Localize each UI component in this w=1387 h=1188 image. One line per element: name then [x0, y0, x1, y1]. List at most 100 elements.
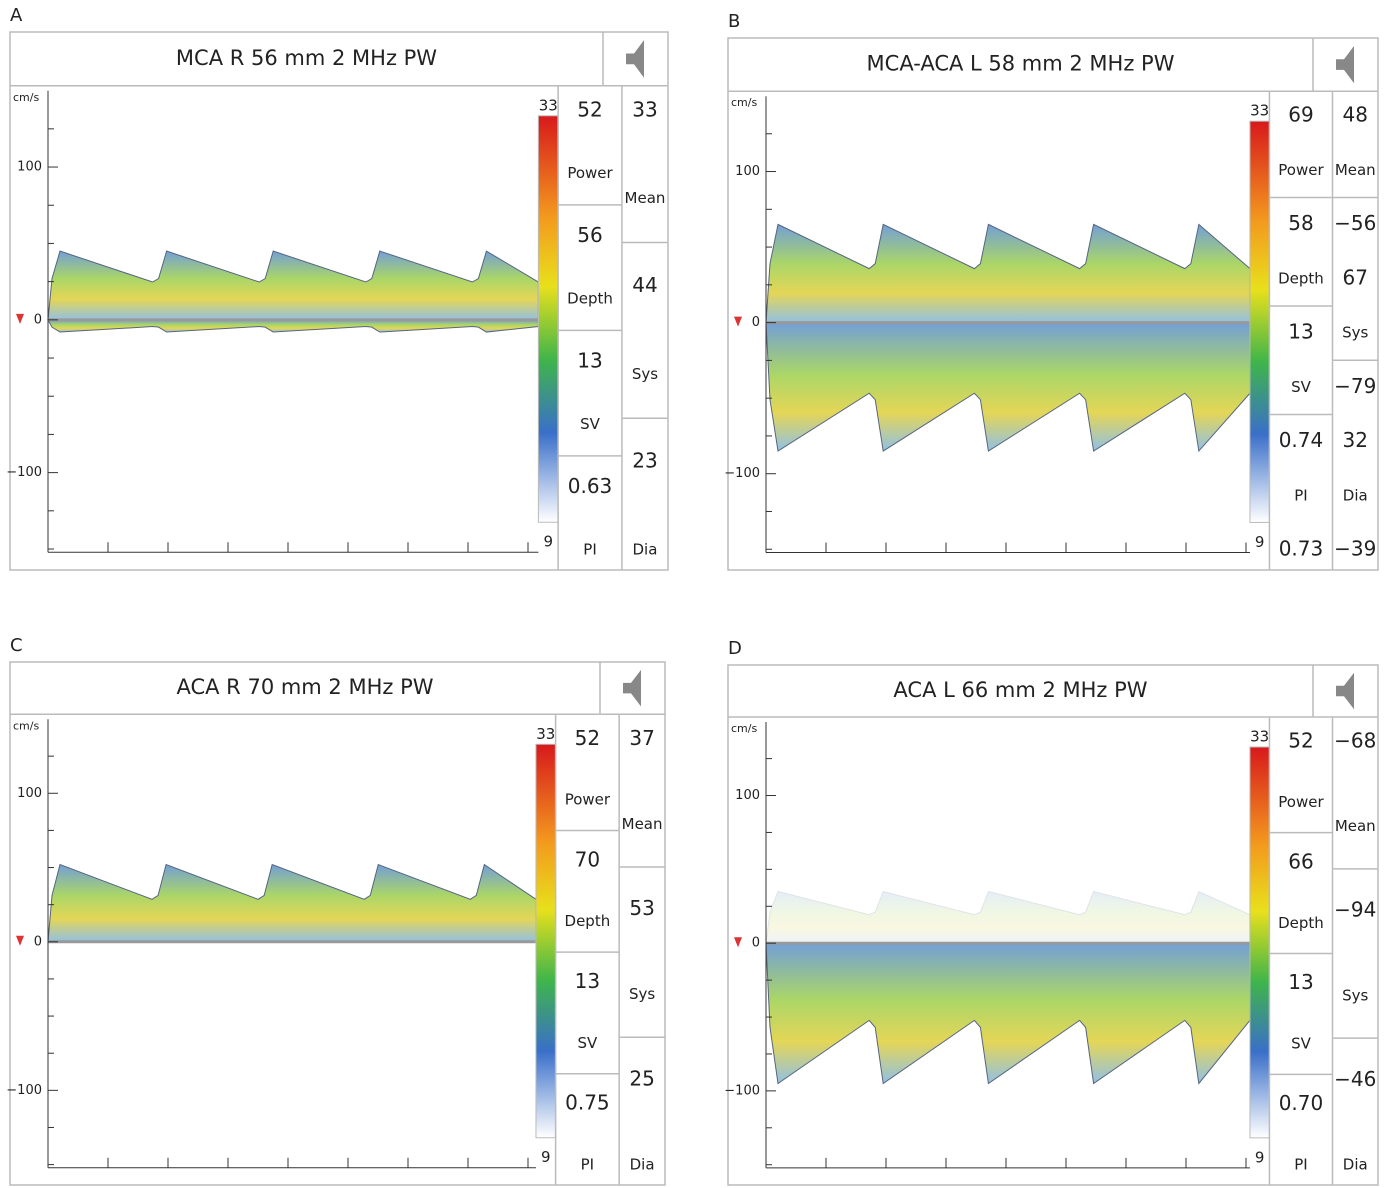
readout-value: 37	[629, 726, 654, 750]
probe-icon	[16, 313, 24, 324]
readout-label: Dia	[630, 1156, 655, 1174]
readout-label: PI	[581, 1156, 594, 1174]
readout-label: Dia	[1343, 1156, 1368, 1174]
panel-letter: D	[728, 638, 742, 659]
y-tick-label: −100	[724, 466, 760, 481]
readout-value: 48	[1343, 103, 1368, 127]
readout-value: 25	[629, 1066, 654, 1090]
scale-bottom: 9	[541, 1148, 551, 1166]
readout-value: −46	[1334, 1067, 1376, 1091]
readout-value: 0.74	[1279, 428, 1324, 452]
readout-value: 44	[632, 273, 657, 297]
readout-label: Depth	[567, 290, 613, 308]
readout-value: 52	[1288, 729, 1313, 753]
panel-letter: C	[10, 635, 23, 656]
readout-value: 13	[575, 969, 600, 993]
readout-label: Depth	[1278, 914, 1324, 932]
readout-value: −94	[1334, 898, 1376, 922]
panel: A MCA R 56 mm 2 MHz PW cm/s 100 0 −100 33 9 52 Po…	[6, 5, 669, 571]
readout-value: 33	[632, 97, 657, 121]
scale-top: 33	[1250, 102, 1269, 120]
y-tick-label: 0	[34, 312, 42, 327]
panel-title: ACA R 70 mm 2 MHz PW	[176, 675, 433, 699]
readout-value: 13	[1288, 970, 1313, 994]
speaker-icon	[1336, 45, 1354, 84]
readout-value: 0.63	[568, 474, 613, 498]
readout-label: Sys	[632, 365, 658, 383]
readout-value: 53	[629, 896, 654, 920]
readout-label: Depth	[565, 912, 611, 930]
panel: D ACA L 66 mm 2 MHz PW cm/s 100 0 −100 33 9 52 Po…	[724, 638, 1379, 1186]
readout-label: PI	[1294, 486, 1307, 504]
readout-label: SV	[577, 1034, 598, 1052]
y-tick-label: 100	[17, 786, 42, 801]
readout-value: 70	[575, 847, 600, 871]
readout-value: 56	[577, 223, 602, 247]
readout-value: 32	[1343, 428, 1368, 452]
panel: C ACA R 70 mm 2 MHz PW cm/s 100 0 −100 33 9 52 Po…	[6, 635, 666, 1186]
y-tick-label: 0	[752, 315, 760, 330]
color-bar	[535, 743, 557, 1139]
readout-label: Mean	[625, 189, 666, 207]
readout-label: SV	[1291, 1035, 1312, 1053]
scale-bottom: 9	[543, 533, 553, 551]
readout-value: 66	[1288, 849, 1313, 873]
readout-value: 67	[1343, 265, 1368, 289]
readout-label: Dia	[1343, 486, 1368, 504]
y-tick-label: −100	[6, 465, 42, 480]
panel-title: MCA-ACA L 58 mm 2 MHz PW	[867, 52, 1175, 76]
readout-label: Power	[567, 164, 613, 182]
readout-value: 52	[577, 97, 602, 121]
readout-label: Mean	[622, 815, 663, 833]
color-bar	[1249, 120, 1270, 523]
readout-label: Power	[1278, 793, 1324, 811]
readout-label: SV	[580, 415, 601, 433]
readout-value: 58	[1288, 211, 1313, 235]
y-tick-label: −100	[6, 1083, 42, 1098]
readout-label: PI	[1294, 1156, 1307, 1174]
y-tick-label: 0	[752, 936, 760, 951]
panel-title: MCA R 56 mm 2 MHz PW	[176, 46, 437, 70]
readout-label: Power	[1278, 161, 1324, 179]
unit-label: cm/s	[731, 96, 757, 109]
readout-label: Sys	[629, 985, 655, 1003]
scale-top: 33	[539, 96, 558, 114]
y-tick-label: −100	[724, 1083, 760, 1098]
panel-title: ACA L 66 mm 2 MHz PW	[893, 678, 1147, 702]
panel-letter: B	[728, 11, 740, 32]
readout-label: SV	[1291, 378, 1312, 396]
readout-label: Dia	[633, 541, 658, 559]
speaker-icon	[623, 669, 641, 707]
readout-value: −68	[1334, 729, 1376, 753]
readout-value: 13	[1288, 320, 1313, 344]
panel-letter: A	[10, 5, 23, 26]
readout-value: 0.70	[1279, 1091, 1324, 1115]
y-tick-label: 100	[735, 788, 760, 803]
readout-label: Power	[565, 791, 611, 809]
panel: B MCA-ACA L 58 mm 2 MHz PW cm/s 100 0 −100 33 9…	[724, 11, 1379, 571]
readout-label: Mean	[1335, 161, 1376, 179]
scale-bottom: 9	[1255, 533, 1265, 551]
probe-icon	[734, 937, 742, 948]
readout-label: Sys	[1342, 986, 1368, 1004]
scale-top: 33	[536, 725, 555, 743]
readout-label: Depth	[1278, 269, 1324, 287]
y-tick-label: 100	[735, 164, 760, 179]
readout-value: −39	[1334, 537, 1376, 561]
scale-top: 33	[1250, 728, 1269, 746]
unit-label: cm/s	[13, 719, 39, 732]
readout-value: 69	[1288, 103, 1313, 127]
y-tick-label: 0	[34, 934, 42, 949]
readout-value: −79	[1334, 374, 1376, 398]
probe-icon	[734, 316, 742, 327]
unit-label: cm/s	[13, 91, 39, 104]
probe-icon	[16, 935, 24, 946]
y-tick-label: 100	[17, 160, 42, 175]
speaker-icon	[1336, 672, 1354, 710]
readout-value: 0.75	[565, 1091, 610, 1115]
readout-label: Sys	[1342, 324, 1368, 342]
unit-label: cm/s	[731, 722, 757, 735]
readout-label: PI	[583, 541, 596, 559]
readout-value: 52	[575, 726, 600, 750]
speaker-icon	[626, 40, 644, 78]
